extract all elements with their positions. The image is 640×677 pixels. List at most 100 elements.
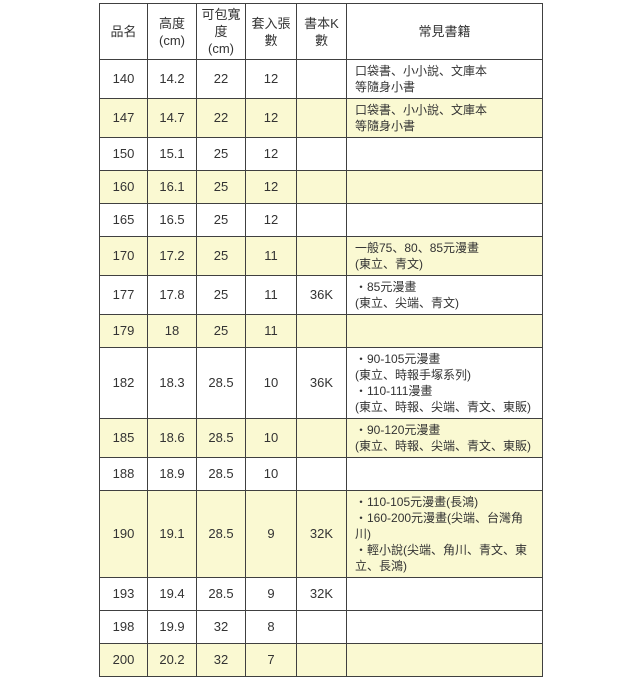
cell-sheets: 10	[245, 457, 297, 491]
cell-name: 165	[99, 203, 148, 237]
cell-sheets: 8	[245, 610, 297, 644]
cell-k-size	[296, 137, 347, 171]
cell-sheets: 12	[245, 98, 297, 138]
table-row-188: 188 18.9 28.5 10	[99, 457, 543, 491]
table-row-177: 177 17.8 25 11 36K ・85元漫畫 (東立、尖端、青文)	[99, 275, 543, 315]
cell-k-size	[296, 643, 347, 677]
table-row-198: 198 19.9 32 8	[99, 610, 543, 644]
cell-wrap-width-cm: 25	[196, 203, 246, 237]
table-row-179: 179 18 25 11	[99, 314, 543, 348]
table-row-140: 140 14.2 22 12 口袋書、小小說、文庫本 等隨身小書	[99, 59, 543, 99]
cell-k-size	[296, 457, 347, 491]
book-jacket-size-table: 品名 高度 (cm) 可包寬度 (cm) 套入張數 書本K數 常見書籍 140 14.2 22…	[99, 3, 543, 677]
cell-wrap-width-cm: 25	[196, 275, 246, 315]
cell-common-books	[346, 610, 543, 644]
cell-wrap-width-cm: 22	[196, 59, 246, 99]
column-header-product-name: 品名	[99, 3, 148, 60]
cell-sheets: 11	[245, 236, 297, 276]
cell-k-size	[296, 170, 347, 204]
cell-wrap-width-cm: 28.5	[196, 490, 246, 578]
cell-common-books	[346, 577, 543, 611]
book-jacket-size-table-wrap: 品名 高度 (cm) 可包寬度 (cm) 套入張數 書本K數 常見書籍 140 14.2 22…	[99, 3, 543, 677]
column-header-common-books: 常見書籍	[346, 3, 543, 60]
cell-name: 200	[99, 643, 148, 677]
cell-name: 160	[99, 170, 148, 204]
cell-name: 140	[99, 59, 148, 99]
cell-sheets: 10	[245, 347, 297, 419]
cell-height-cm: 16.5	[147, 203, 197, 237]
cell-height-cm: 18.9	[147, 457, 197, 491]
cell-k-size	[296, 98, 347, 138]
cell-wrap-width-cm: 25	[196, 236, 246, 276]
cell-wrap-width-cm: 28.5	[196, 577, 246, 611]
cell-sheets: 12	[245, 170, 297, 204]
table-body: 140 14.2 22 12 口袋書、小小說、文庫本 等隨身小書 147 14.7 22 12 口…	[99, 59, 543, 677]
cell-sheets: 7	[245, 643, 297, 677]
table-row-165: 165 16.5 25 12	[99, 203, 543, 237]
cell-wrap-width-cm: 28.5	[196, 418, 246, 458]
cell-common-books	[346, 314, 543, 348]
cell-common-books: ・90-120元漫畫 (東立、時報、尖端、青文、東販)	[346, 418, 543, 458]
cell-k-size	[296, 236, 347, 276]
cell-name: 182	[99, 347, 148, 419]
cell-height-cm: 17.8	[147, 275, 197, 315]
cell-wrap-width-cm: 32	[196, 610, 246, 644]
cell-k-size: 36K	[296, 275, 347, 315]
cell-sheets: 11	[245, 314, 297, 348]
table-row-147: 147 14.7 22 12 口袋書、小小說、文庫本 等隨身小書	[99, 98, 543, 138]
cell-wrap-width-cm: 22	[196, 98, 246, 138]
cell-wrap-width-cm: 28.5	[196, 457, 246, 491]
cell-k-size	[296, 418, 347, 458]
cell-sheets: 12	[245, 137, 297, 171]
table-row-193: 193 19.4 28.5 9 32K	[99, 577, 543, 611]
cell-name: 170	[99, 236, 148, 276]
cell-common-books: ・90-105元漫畫 (東立、時報手塚系列) ・110-111漫畫 (東立、時報…	[346, 347, 543, 419]
cell-common-books: ・110-105元漫畫(長鴻) ・160-200元漫畫(尖端、台灣角川) ・輕小…	[346, 490, 543, 578]
table-row-170: 170 17.2 25 11 一般75、80、85元漫畫 (東立、青文)	[99, 236, 543, 276]
table-row-185: 185 18.6 28.5 10 ・90-120元漫畫 (東立、時報、尖端、青文、東販)	[99, 418, 543, 458]
cell-name: 193	[99, 577, 148, 611]
cell-common-books	[346, 170, 543, 204]
cell-height-cm: 19.1	[147, 490, 197, 578]
cell-common-books	[346, 643, 543, 677]
cell-common-books: 一般75、80、85元漫畫 (東立、青文)	[346, 236, 543, 276]
column-header-wrap-width-cm: 可包寬度 (cm)	[196, 3, 246, 60]
header-row: 品名 高度 (cm) 可包寬度 (cm) 套入張數 書本K數 常見書籍	[99, 3, 543, 60]
cell-name: 188	[99, 457, 148, 491]
cell-sheets: 10	[245, 418, 297, 458]
cell-height-cm: 15.1	[147, 137, 197, 171]
cell-height-cm: 18.6	[147, 418, 197, 458]
cell-wrap-width-cm: 25	[196, 314, 246, 348]
cell-common-books	[346, 457, 543, 491]
cell-height-cm: 20.2	[147, 643, 197, 677]
column-header-sheet-count: 套入張數	[245, 3, 297, 60]
cell-sheets: 9	[245, 490, 297, 578]
column-header-height-cm: 高度 (cm)	[147, 3, 197, 60]
cell-k-size	[296, 610, 347, 644]
cell-common-books: 口袋書、小小說、文庫本 等隨身小書	[346, 59, 543, 99]
cell-height-cm: 18.3	[147, 347, 197, 419]
cell-height-cm: 16.1	[147, 170, 197, 204]
cell-name: 198	[99, 610, 148, 644]
cell-k-size: 36K	[296, 347, 347, 419]
cell-k-size	[296, 314, 347, 348]
cell-name: 179	[99, 314, 148, 348]
cell-name: 190	[99, 490, 148, 578]
cell-wrap-width-cm: 32	[196, 643, 246, 677]
table-row-200: 200 20.2 32 7	[99, 643, 543, 677]
cell-k-size	[296, 203, 347, 237]
cell-sheets: 11	[245, 275, 297, 315]
cell-name: 147	[99, 98, 148, 138]
table-row-150: 150 15.1 25 12	[99, 137, 543, 171]
cell-height-cm: 17.2	[147, 236, 197, 276]
cell-common-books: 口袋書、小小說、文庫本 等隨身小書	[346, 98, 543, 138]
cell-name: 185	[99, 418, 148, 458]
cell-height-cm: 19.9	[147, 610, 197, 644]
cell-height-cm: 19.4	[147, 577, 197, 611]
cell-name: 177	[99, 275, 148, 315]
column-header-book-k-size: 書本K數	[296, 3, 347, 60]
cell-wrap-width-cm: 25	[196, 137, 246, 171]
cell-height-cm: 18	[147, 314, 197, 348]
table-row-160: 160 16.1 25 12	[99, 170, 543, 204]
cell-k-size: 32K	[296, 577, 347, 611]
